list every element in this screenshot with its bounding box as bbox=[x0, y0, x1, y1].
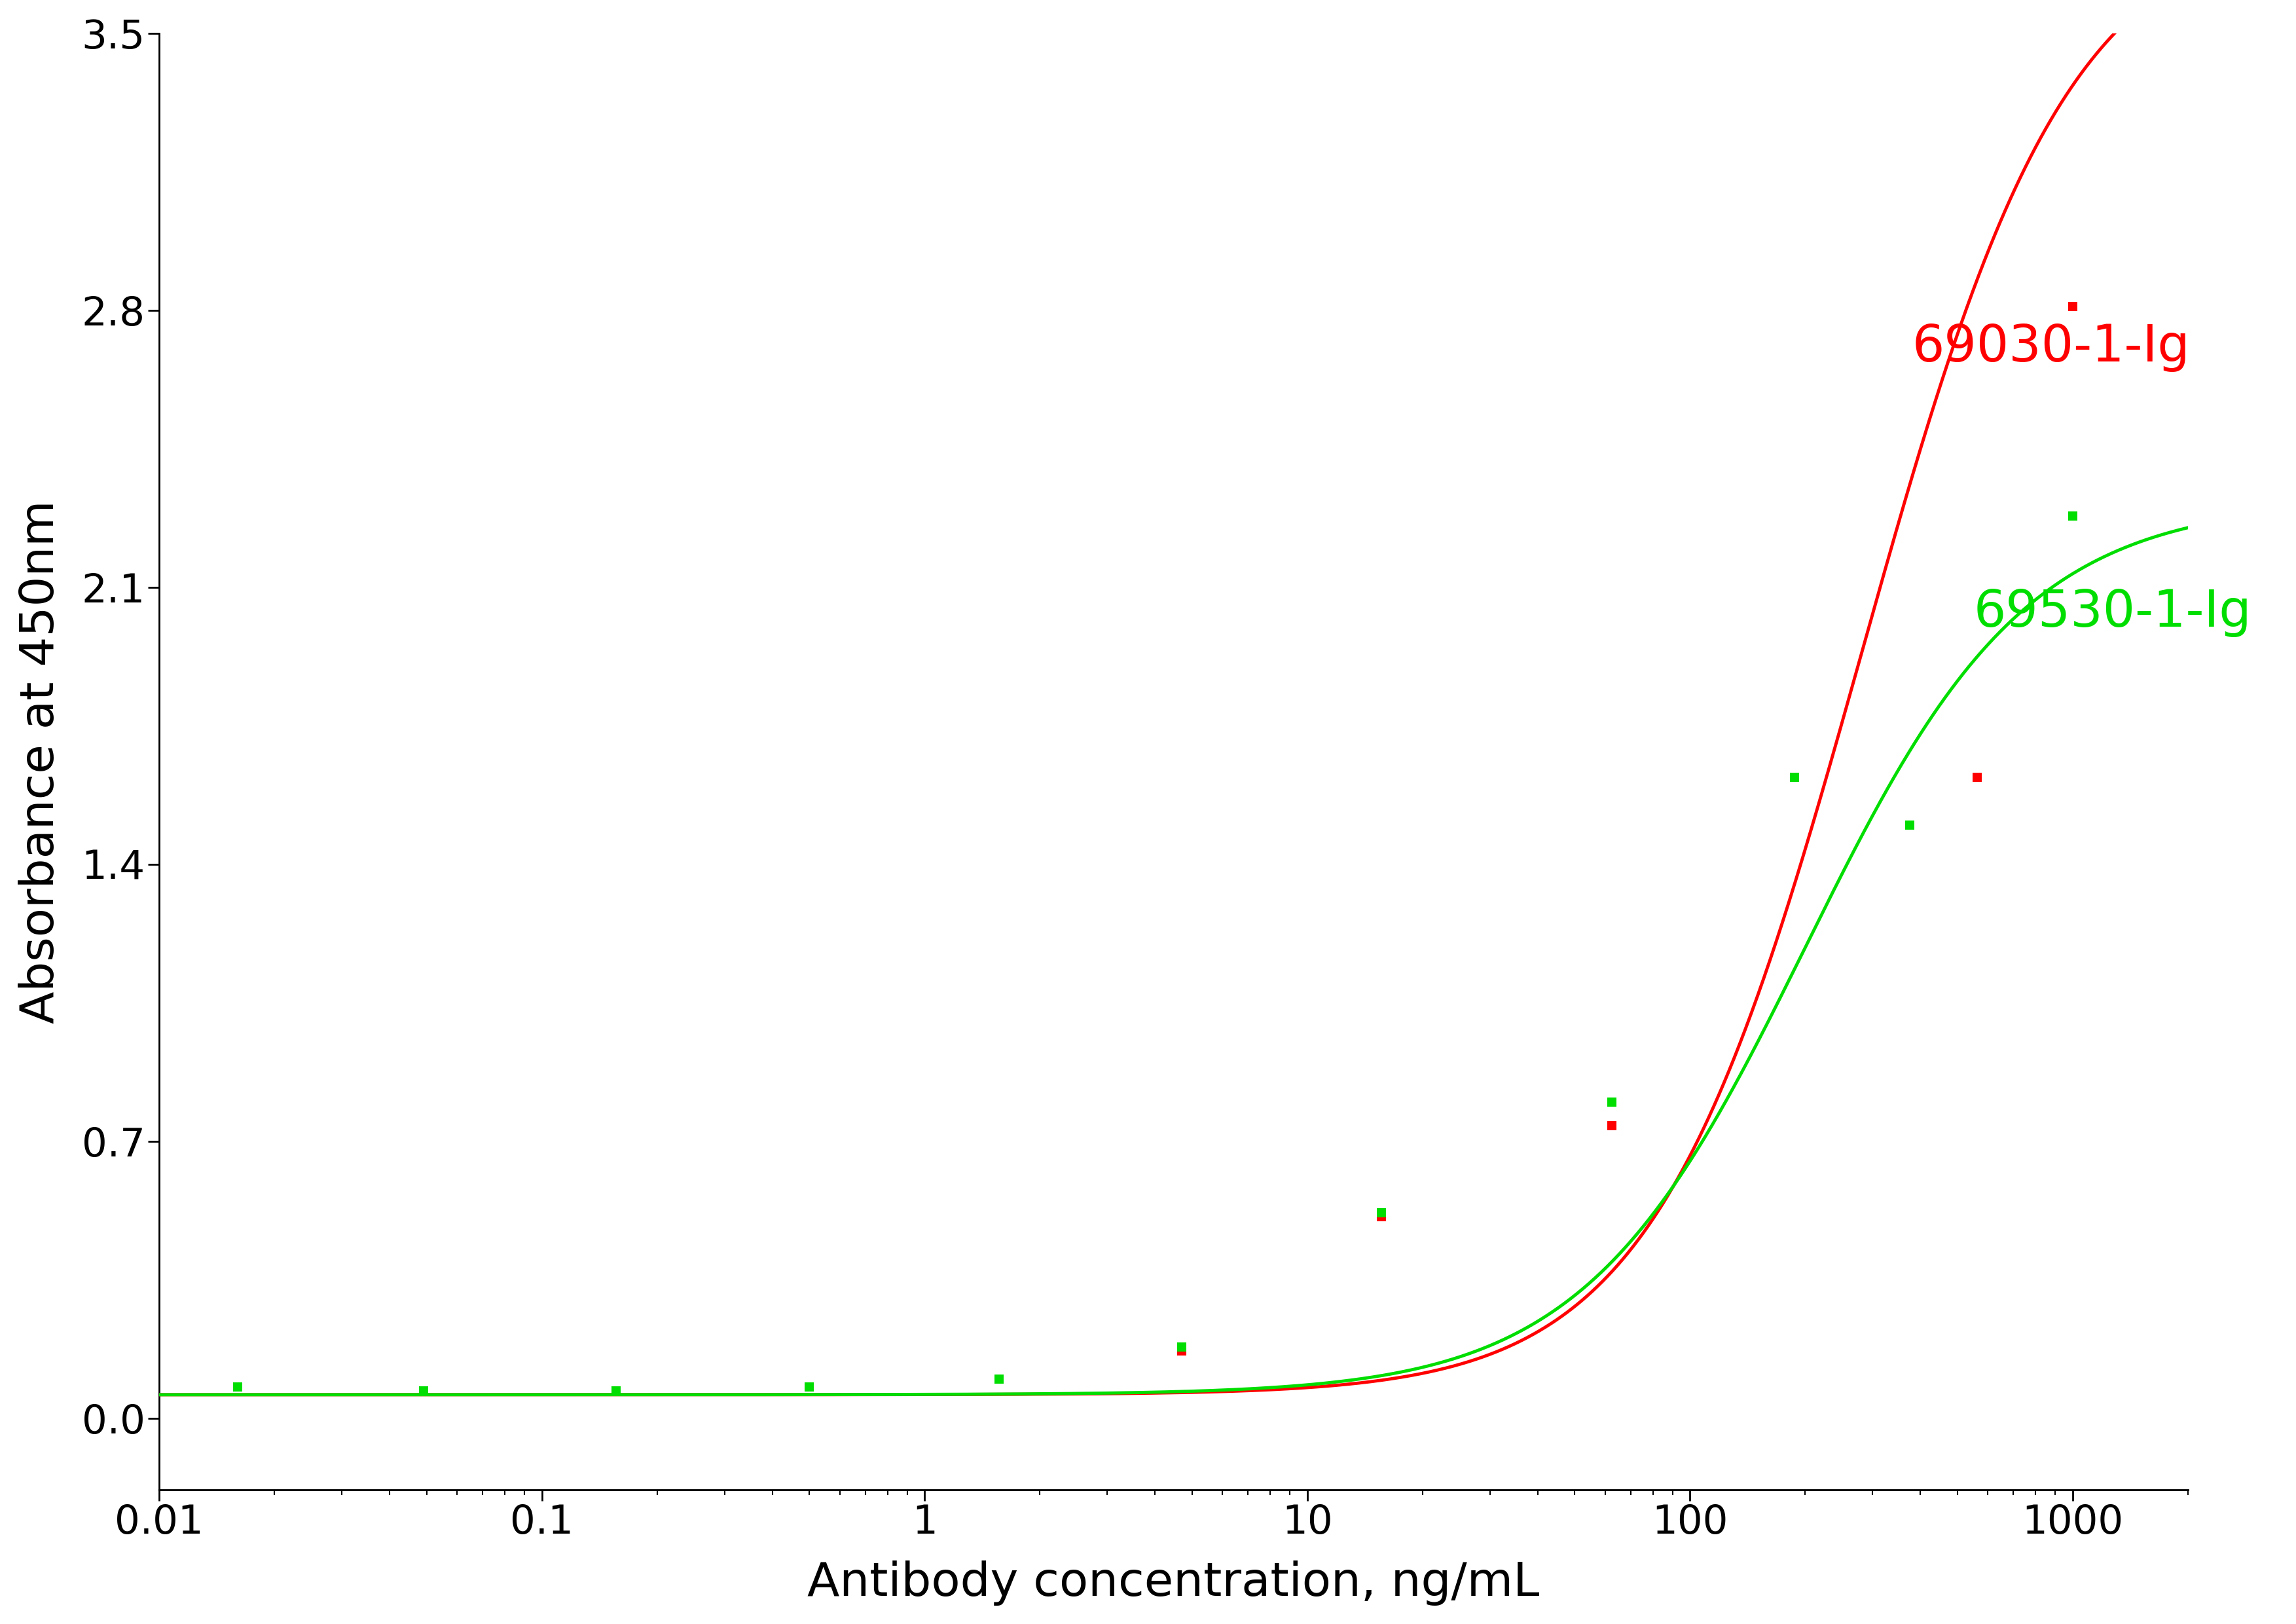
Point bbox=[1892, 812, 1929, 838]
Point bbox=[1958, 765, 1995, 791]
Point bbox=[597, 1377, 634, 1403]
Y-axis label: Absorbance at 450nm: Absorbance at 450nm bbox=[18, 500, 64, 1023]
Point bbox=[218, 1374, 255, 1400]
Point bbox=[1164, 1338, 1201, 1364]
Point bbox=[980, 1366, 1017, 1392]
Point bbox=[2055, 294, 2092, 320]
Point bbox=[980, 1366, 1017, 1392]
Point bbox=[404, 1377, 441, 1403]
Text: 69530-1-Ig: 69530-1-Ig bbox=[1972, 588, 2252, 637]
Point bbox=[792, 1374, 829, 1400]
Point bbox=[1593, 1088, 1630, 1114]
X-axis label: Antibody concentration, ng/mL: Antibody concentration, ng/mL bbox=[808, 1561, 1541, 1606]
Point bbox=[1364, 1200, 1401, 1226]
Point bbox=[2055, 503, 2092, 529]
Point bbox=[792, 1374, 829, 1400]
Point bbox=[218, 1374, 255, 1400]
Point bbox=[1777, 765, 1814, 791]
Point bbox=[1777, 765, 1814, 791]
Point bbox=[597, 1377, 634, 1403]
Point bbox=[1593, 1112, 1630, 1138]
Point bbox=[1364, 1203, 1401, 1229]
Text: 69030-1-Ig: 69030-1-Ig bbox=[1913, 323, 2190, 372]
Point bbox=[404, 1377, 441, 1403]
Point bbox=[1164, 1335, 1201, 1361]
